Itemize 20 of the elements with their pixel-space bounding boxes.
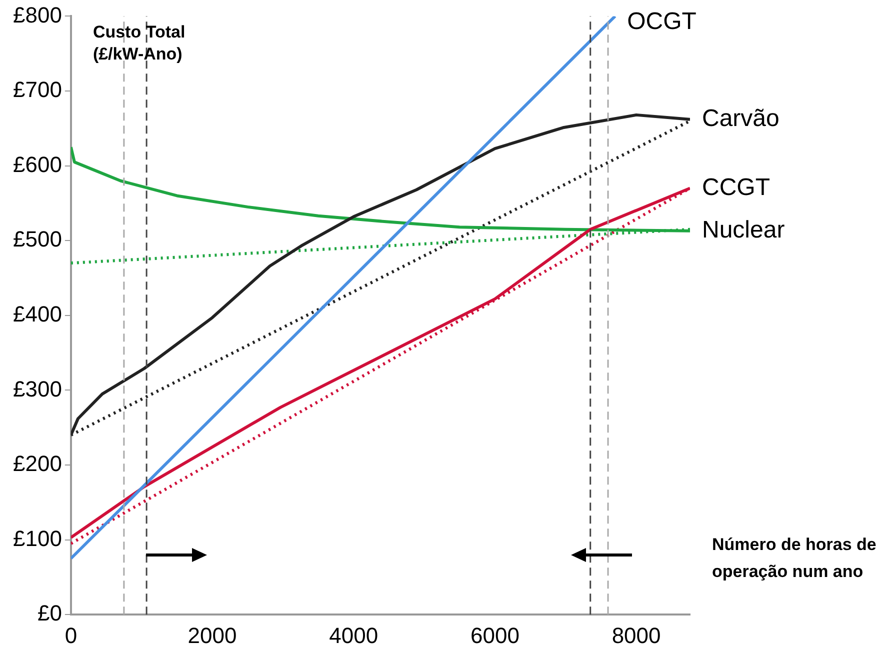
- x-axis-title: Número de horas de operação num ano: [712, 534, 876, 581]
- x-tick-label: 4000: [329, 622, 378, 648]
- y-tick-label: £700: [12, 77, 62, 102]
- y-tick-label: £500: [12, 226, 62, 252]
- series-label: Carvão: [702, 105, 780, 132]
- x-tick-label: 8000: [612, 622, 661, 648]
- y-tick-label: £200: [12, 451, 62, 476]
- x-tick-label: 6000: [470, 622, 520, 648]
- y-tick-label: £100: [12, 526, 62, 551]
- y-tick-label: £400: [12, 301, 62, 326]
- y-tick-label: £600: [12, 152, 62, 177]
- y-tick-label: £300: [12, 376, 62, 402]
- y-tick-label: £800: [12, 2, 62, 28]
- y-axis-title: Custo Total (£/kW-Ano): [92, 22, 186, 64]
- y-tick-label: £0: [37, 600, 62, 626]
- series-label: CCGT: [702, 174, 770, 201]
- series-label: Nuclear: [702, 216, 785, 244]
- x-tick-label: 0: [64, 622, 78, 648]
- x-tick-label: 2000: [188, 622, 237, 648]
- series-label: OCGT: [627, 8, 697, 35]
